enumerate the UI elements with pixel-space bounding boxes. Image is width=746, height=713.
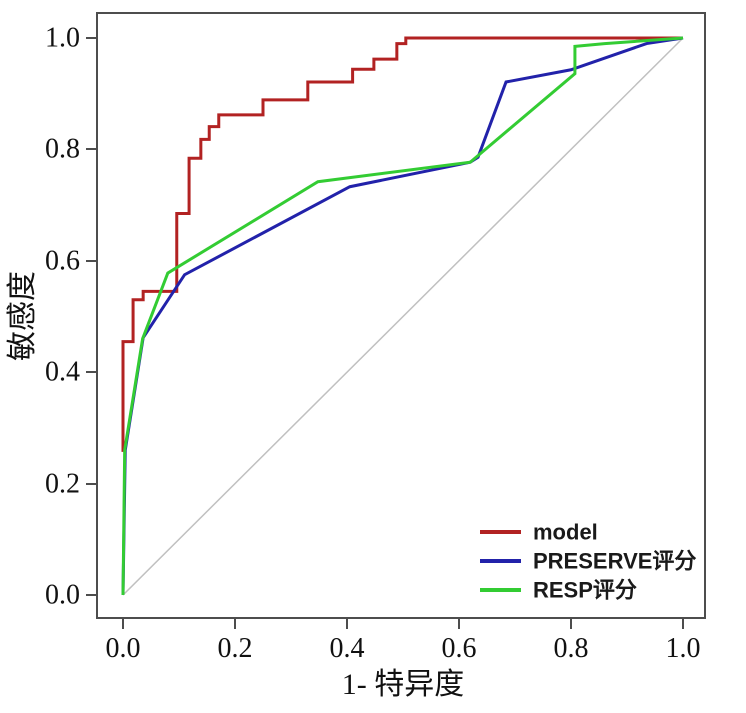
x-axis-title: 1- 特异度 bbox=[342, 668, 465, 701]
x-tick-label: 0.2 bbox=[218, 633, 253, 664]
y-tick-label: 0.6 bbox=[45, 246, 80, 277]
plot-frame bbox=[96, 12, 706, 619]
roc-curve-model bbox=[121, 36, 683, 452]
legend-label-model: model bbox=[533, 520, 598, 545]
y-axis-title: 敏感度 bbox=[6, 271, 39, 361]
y-tick-label: 0.2 bbox=[45, 469, 80, 500]
y-tick-label: 0.0 bbox=[45, 580, 80, 611]
x-tick-label: 0.8 bbox=[554, 633, 589, 664]
y-axis-tick-labels: 0.0 0.2 0.4 0.6 0.8 1.0 bbox=[45, 23, 80, 611]
x-axis-ticks bbox=[122, 618, 684, 629]
reference-diagonal bbox=[122, 37, 684, 596]
y-tick-label: 1.0 bbox=[45, 23, 80, 54]
legend: model PRESERVE评分 RESP评分 bbox=[480, 520, 696, 603]
y-axis-ticks bbox=[86, 37, 97, 596]
x-tick-label: 0.6 bbox=[442, 633, 477, 664]
x-tick-label: 0.4 bbox=[330, 633, 365, 664]
legend-label-preserve: PRESERVE评分 bbox=[533, 549, 696, 574]
x-tick-label: 0.0 bbox=[106, 633, 141, 664]
x-tick-label: 1.0 bbox=[666, 633, 701, 664]
legend-label-resp: RESP评分 bbox=[533, 578, 637, 603]
y-tick-label: 0.4 bbox=[45, 357, 80, 388]
y-tick-label: 0.8 bbox=[45, 134, 80, 165]
roc-curve-resp bbox=[121, 36, 684, 596]
x-axis-tick-labels: 0.0 0.2 0.4 0.6 0.8 1.0 bbox=[106, 633, 701, 664]
